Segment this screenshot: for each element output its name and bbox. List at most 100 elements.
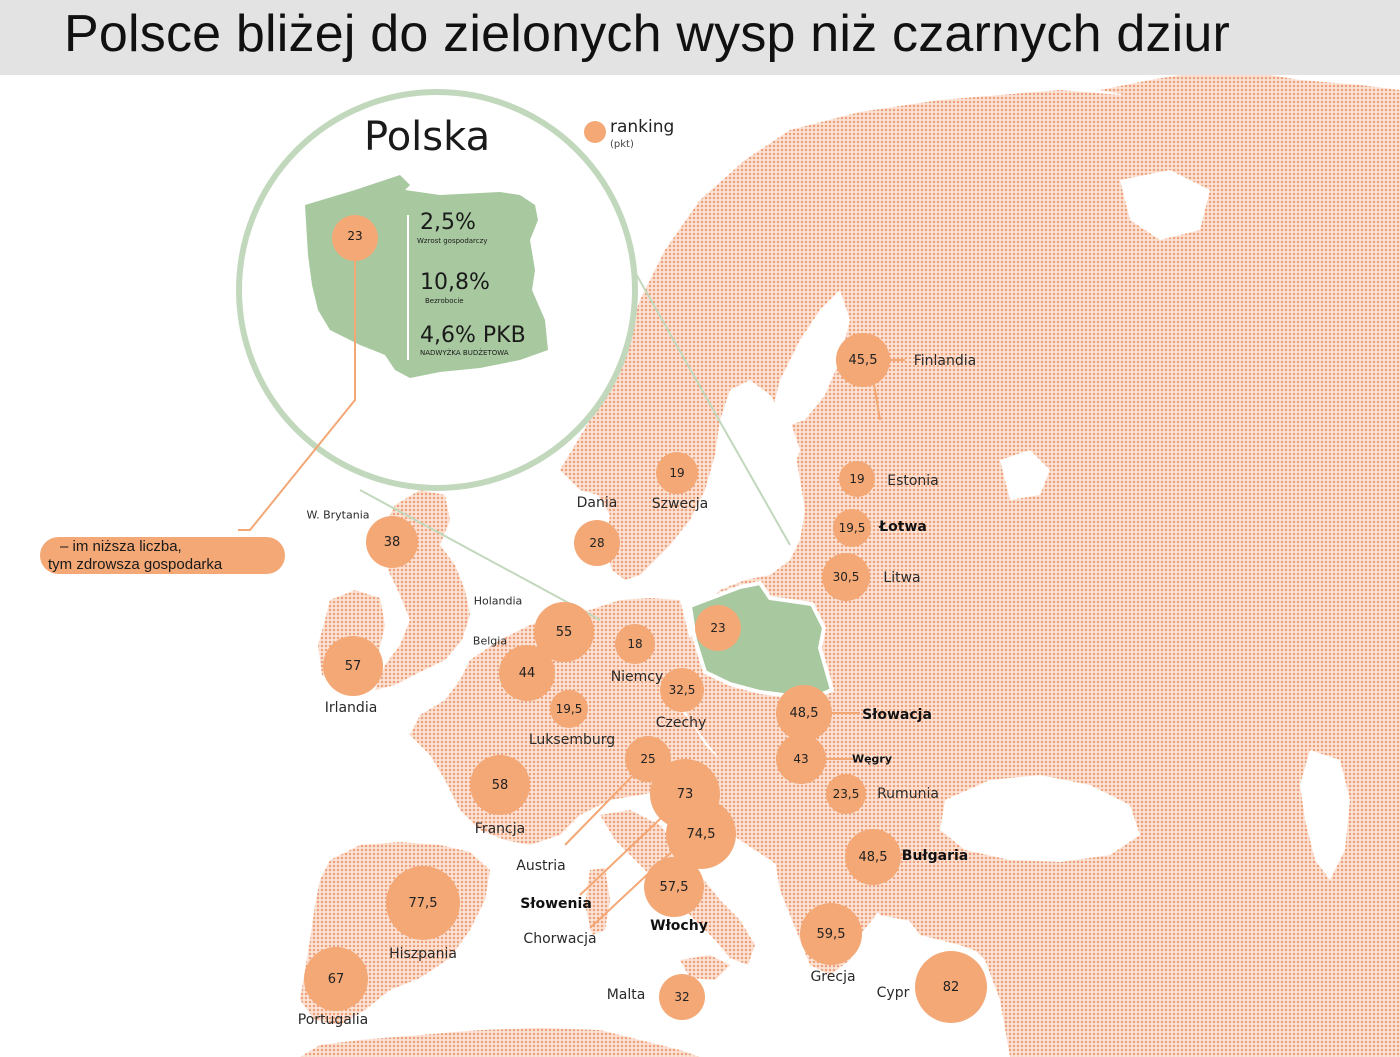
label-grecja: Grecja <box>810 969 856 985</box>
note-line-1: – im niższa liczba, <box>60 538 182 555</box>
score-dania: 28 <box>589 536 604 550</box>
inset-ranking-value: 23 <box>347 229 363 243</box>
caspian-sea <box>1300 750 1350 880</box>
land-cyprus <box>1040 980 1095 1000</box>
score-lotwa: 19,5 <box>839 521 866 535</box>
marker-niemcy <box>615 624 655 664</box>
score-francja: 58 <box>492 778 509 793</box>
label-finlandia: Finlandia <box>913 353 977 369</box>
score-finlandia: 45,5 <box>849 353 878 368</box>
label-niemcy: Niemcy <box>610 669 664 685</box>
label-szwecja: Szwecja <box>651 496 709 512</box>
marker-estonia <box>839 461 875 497</box>
inset-stat-growth-caption: Wzrost gospodarczy <box>417 237 488 245</box>
label-portugalia: Portugalia <box>297 1012 369 1028</box>
label-cypr: Cypr <box>876 985 910 1001</box>
score-wbrytania: 38 <box>384 535 401 550</box>
label-dania: Dania <box>576 495 618 511</box>
black-sea <box>940 775 1140 862</box>
marker-wbrytania <box>366 516 418 568</box>
marker-slowacja <box>776 685 832 741</box>
label-hiszpania: Hiszpania <box>389 946 457 962</box>
marker-cypr <box>915 951 987 1023</box>
country-markers: 45,5 19 19 19,5 30,5 28 38 57 55 44 19,5 18 23 32,5 48… <box>304 333 987 1023</box>
score-malta: 32 <box>674 990 689 1004</box>
score-irlandia: 57 <box>345 659 362 674</box>
label-slowacja: Słowacja <box>862 707 932 723</box>
label-wbrytania: W. Brytania <box>306 508 370 522</box>
inset-ranking-marker <box>332 215 378 261</box>
water-bodies <box>700 170 1350 925</box>
note-leader-line <box>238 250 356 531</box>
marker-grecja <box>800 903 862 965</box>
marker-chorwacja <box>666 799 736 869</box>
score-hiszpania: 77,5 <box>409 896 438 911</box>
score-szwecja: 19 <box>669 466 684 480</box>
note-box: – im niższa liczba, tym zdrowsza gospoda… <box>40 537 285 574</box>
page-title: Polsce bliżej do zielonych wysp niż czar… <box>64 5 1231 63</box>
label-irlandia: Irlandia <box>324 700 378 716</box>
land-finland <box>800 230 1060 470</box>
marker-portugalia <box>304 947 368 1011</box>
label-chorwacja: Chorwacja <box>523 931 597 947</box>
score-czechy: 32,5 <box>669 683 696 697</box>
score-niemcy: 18 <box>627 637 642 651</box>
label-estonia: Estonia <box>887 473 939 489</box>
white-sea <box>1120 170 1210 240</box>
score-slowenia: 73 <box>677 787 694 802</box>
label-malta: Malta <box>606 987 646 1003</box>
inset-stat-unemployment-value: 10,8% <box>420 270 490 295</box>
score-wegry: 43 <box>793 752 808 766</box>
marker-rumunia <box>826 774 866 814</box>
marker-belgia <box>499 645 555 701</box>
label-rumunia: Rumunia <box>877 786 939 802</box>
score-litwa: 30,5 <box>833 570 860 584</box>
gulf-of-bothnia <box>770 290 850 425</box>
marker-polska <box>695 605 741 651</box>
marker-szwecja <box>656 452 698 494</box>
marker-francja <box>470 755 530 815</box>
marker-litwa <box>822 553 870 601</box>
label-holandia: Holandia <box>473 594 523 608</box>
label-wegry: Węgry <box>851 752 893 766</box>
land-arctic-islands <box>1100 70 1260 98</box>
score-polska: 23 <box>710 621 725 635</box>
label-czechy: Czechy <box>655 715 707 731</box>
label-lotwa: Łotwa <box>879 519 927 535</box>
baltic-sea <box>715 420 800 580</box>
land-north-africa <box>300 1028 700 1057</box>
lake-ladoga <box>1000 450 1050 500</box>
score-chorwacja: 74,5 <box>687 827 716 842</box>
title-bar <box>0 0 1400 75</box>
marker-holandia <box>534 602 594 662</box>
marker-malta <box>659 974 705 1020</box>
marker-dania <box>574 520 620 566</box>
land-turkey <box>900 865 1250 968</box>
score-bulgaria: 48,5 <box>859 850 888 865</box>
marker-wlochy <box>644 857 704 917</box>
land-sicily <box>680 955 730 980</box>
label-belgia: Belgia <box>472 634 508 648</box>
score-holandia: 55 <box>556 625 573 640</box>
score-slowacja: 48,5 <box>790 706 819 721</box>
score-austria: 25 <box>640 752 655 766</box>
score-grecja: 59,5 <box>817 927 846 942</box>
land-continent <box>545 70 1400 1057</box>
marker-luksemburg <box>550 690 588 728</box>
marker-hiszpania <box>386 866 460 940</box>
label-bulgaria: Bułgaria <box>901 848 969 864</box>
inset-heading: Polska <box>364 114 491 160</box>
label-wlochy: Włochy <box>650 918 708 934</box>
marker-bulgaria <box>845 829 901 885</box>
inset-stat-growth-value: 2,5% <box>420 210 476 235</box>
legend-label: ranking <box>610 117 675 137</box>
label-francja: Francja <box>474 821 526 837</box>
inset-stat-unemployment-caption: Bezrobocie <box>425 297 464 305</box>
inset-connector-lines <box>359 227 791 621</box>
score-luksemburg: 19,5 <box>556 702 583 716</box>
legend-dot-icon <box>584 121 606 143</box>
score-cypr: 82 <box>943 980 960 995</box>
inset-stat-budget-value: 4,6% PKB <box>420 323 526 348</box>
score-portugalia: 67 <box>328 972 345 987</box>
